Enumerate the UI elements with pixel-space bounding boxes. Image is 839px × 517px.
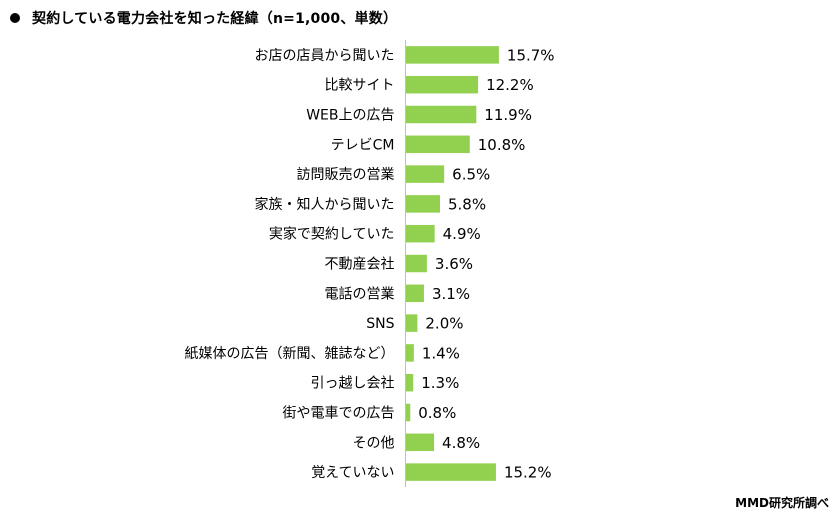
category-label: 不動産会社 (325, 257, 395, 273)
bar (405, 165, 445, 183)
chart-title-row: 契約している電力会社を知った経緯（n=1,000、単数） (10, 6, 397, 30)
value-label: 4.8% (442, 434, 480, 452)
category-label: 家族・知人から聞いた (255, 196, 395, 213)
category-label: 実家で契約していた (269, 226, 395, 243)
chart-title: 契約している電力会社を知った経緯（n=1,000、単数） (32, 11, 398, 27)
value-label: 2.0% (425, 315, 463, 333)
value-label: 3.6% (435, 255, 473, 273)
value-label: 5.8% (448, 195, 486, 213)
category-label: SNS (366, 316, 394, 332)
bar (405, 254, 427, 273)
category-label: 訪問販売の営業 (297, 167, 395, 183)
category-label: その他 (353, 435, 395, 451)
title-bullet-icon (10, 13, 20, 23)
category-label: お店の店員から聞いた (255, 48, 395, 64)
category-label: 引っ越し会社 (311, 376, 395, 392)
bar (405, 75, 479, 94)
bar (405, 284, 424, 303)
value-label: 3.1% (432, 285, 470, 303)
bar (405, 135, 470, 154)
value-label: 0.8% (418, 404, 456, 422)
value-label: 11.9% (484, 106, 532, 124)
value-label: 15.2% (504, 464, 552, 482)
value-label: 15.7% (507, 46, 555, 64)
bar (405, 403, 411, 422)
category-label: 街や電車での広告 (283, 405, 395, 422)
bar (405, 344, 414, 362)
source-credit: MMD研究所調べ (735, 496, 829, 510)
category-label: テレビCM (331, 137, 395, 153)
category-label: 紙媒体の広告（新聞、雑誌など） (185, 346, 395, 362)
value-label: 1.3% (421, 374, 459, 392)
value-label: 6.5% (452, 166, 490, 184)
value-label: 4.9% (443, 225, 481, 243)
bar (405, 373, 414, 392)
bar (405, 463, 496, 481)
value-label: 10.8% (478, 136, 526, 154)
bar (405, 433, 435, 452)
value-label: 1.4% (422, 344, 460, 362)
bar (405, 195, 441, 213)
category-label: 比較サイト (325, 78, 395, 94)
category-label: 電話の営業 (325, 285, 395, 302)
bar (405, 46, 499, 64)
category-label: WEB上の広告 (306, 108, 394, 124)
bar (405, 105, 477, 124)
bar (405, 314, 418, 332)
value-label: 12.2% (486, 76, 534, 94)
category-label: 覚えていない (311, 465, 394, 481)
bar (405, 224, 435, 243)
